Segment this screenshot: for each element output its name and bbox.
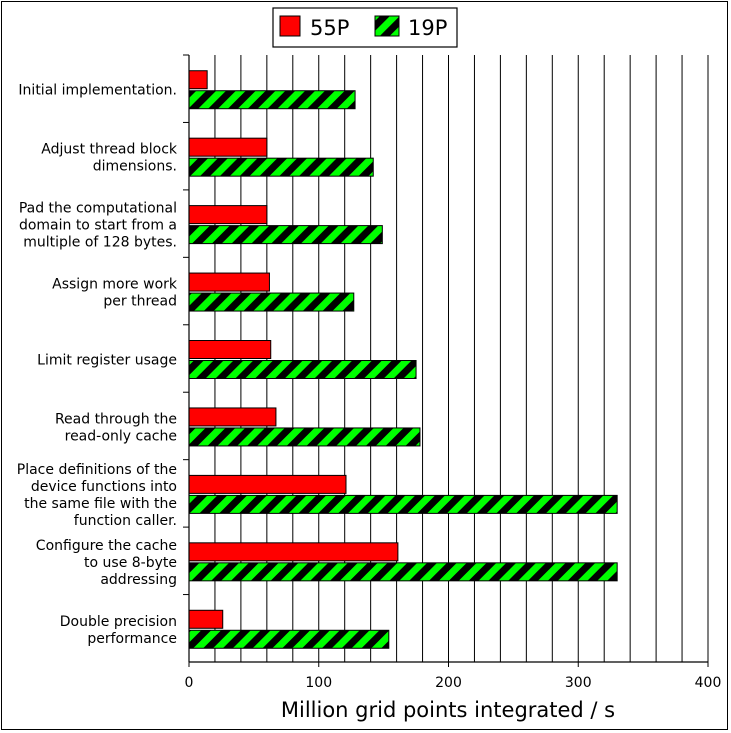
bars-layer	[188, 70, 618, 649]
bar-1-3	[188, 205, 268, 225]
bar-1-2	[188, 137, 268, 157]
bar-1-7	[188, 474, 347, 494]
legend-swatch-series-2	[374, 15, 400, 37]
bar-2-4	[188, 292, 355, 312]
category-label: Configure the cache to use 8-byte addressi…	[36, 538, 177, 588]
category-label: Limit register usage	[37, 353, 177, 369]
bar-1-5	[188, 340, 272, 359]
category-label: Initial implementation.	[18, 83, 177, 99]
bar-2-9	[188, 629, 390, 649]
category-labels: Initial implementation. Adjust thread blo…	[17, 83, 178, 647]
category-label: Place definitions of the device functions…	[17, 462, 177, 529]
bar-2-7	[188, 494, 618, 514]
bar-2-1	[188, 90, 356, 110]
bar-1-9	[188, 609, 224, 629]
bar-2-2	[188, 157, 374, 177]
category-label: Read through the read-only cache	[55, 411, 177, 444]
x-tick-label: 300	[565, 675, 592, 691]
category-label: Pad the computational domain to start fro…	[19, 201, 177, 251]
category-label: Assign more work per thread	[52, 277, 178, 310]
category-label: Adjust thread block dimensions.	[41, 142, 178, 175]
category-label: Double precision performance	[60, 614, 177, 647]
x-tick-label: 200	[435, 675, 462, 691]
axis-layer: 0 100 200 300 400	[183, 54, 722, 691]
bar-2-3	[188, 225, 383, 245]
legend: 55P 19P	[272, 7, 458, 48]
x-tick-label: 0	[185, 675, 194, 691]
bar-2-5	[188, 360, 417, 379]
bar-1-8	[188, 542, 399, 562]
x-tick-label: 400	[695, 675, 722, 691]
x-tick-label: 100	[305, 675, 332, 691]
bar-2-6	[188, 427, 421, 447]
x-axis-label: Million grid points integrated / s	[281, 698, 615, 722]
legend-swatch-series-1	[279, 15, 301, 37]
legend-label-series-2: 19P	[408, 16, 447, 40]
legend-label-series-1: 55P	[310, 16, 349, 40]
bar-1-1	[188, 70, 208, 90]
bar-1-6	[188, 407, 277, 427]
bar-2-8	[188, 562, 618, 582]
bar-1-4	[188, 272, 270, 292]
